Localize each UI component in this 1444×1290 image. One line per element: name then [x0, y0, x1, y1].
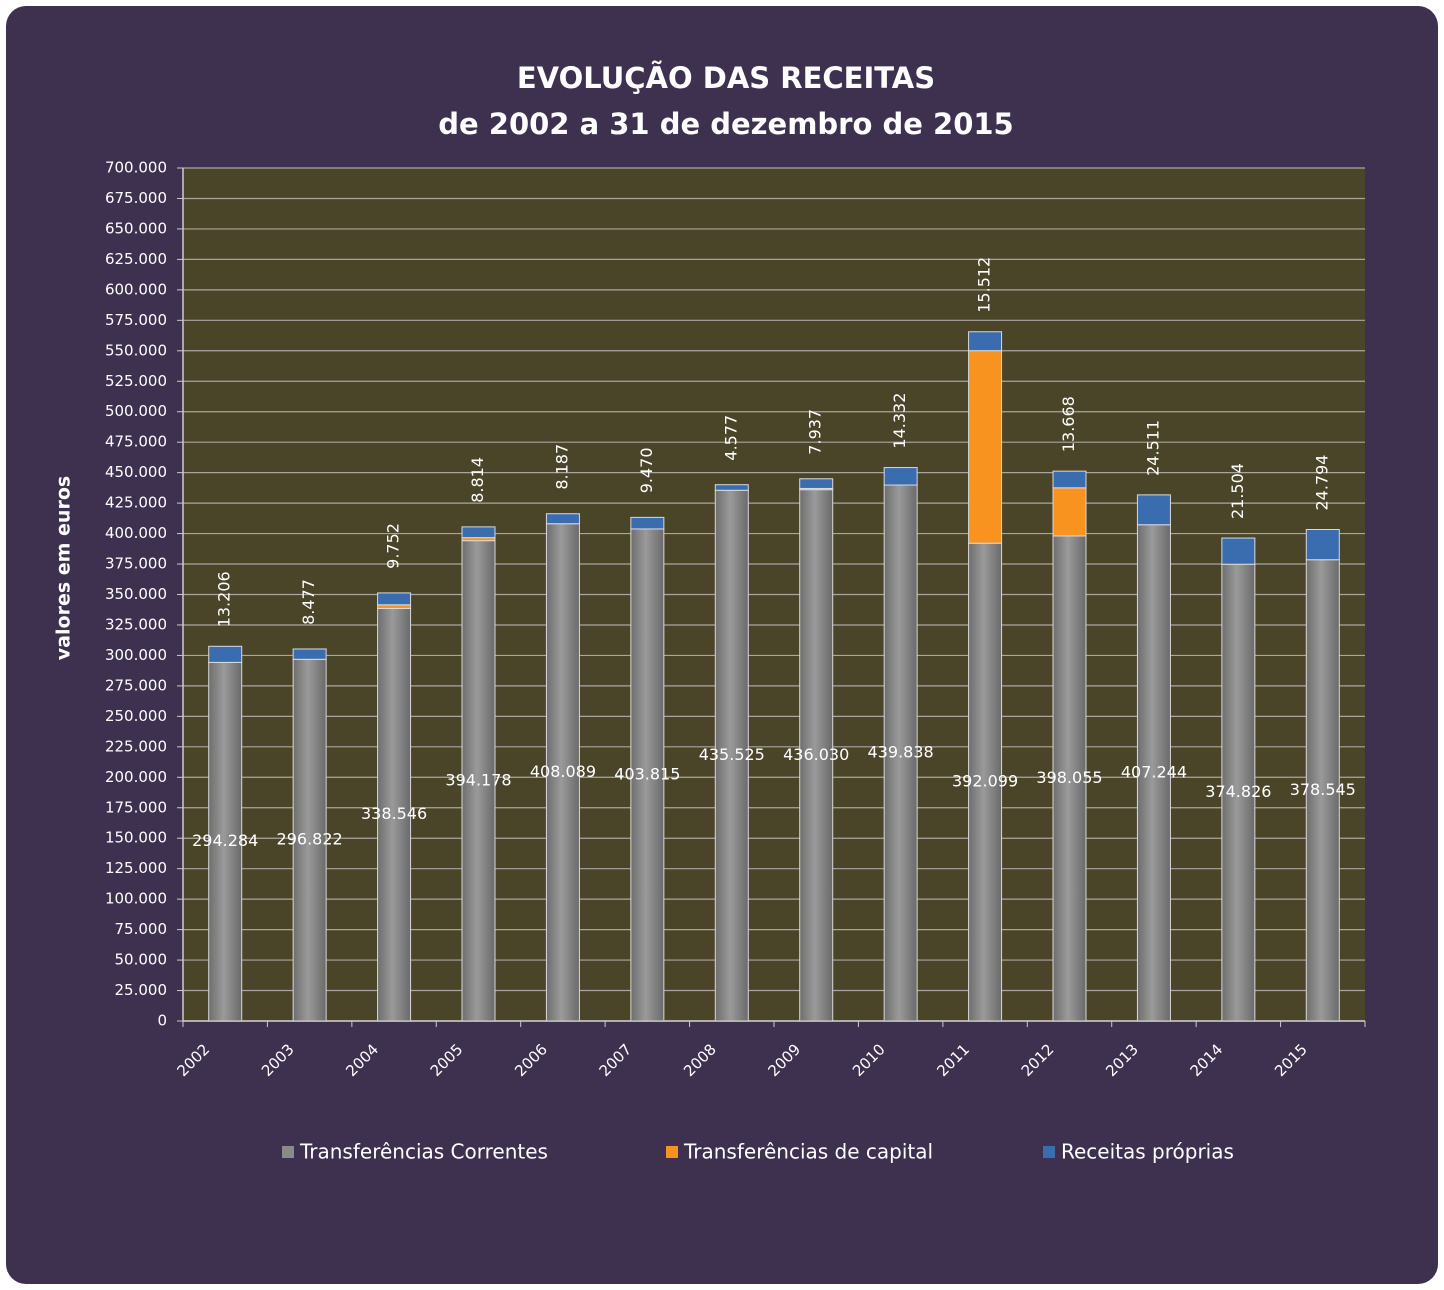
- data-label: 21.504: [1228, 463, 1247, 519]
- y-tick-label: 550.000: [105, 341, 167, 359]
- y-tick-label: 625.000: [105, 250, 167, 268]
- data-label: 9.752: [384, 523, 403, 569]
- bar-segment: [461, 540, 496, 1022]
- data-label: 439.838: [868, 743, 934, 762]
- bar-segment: [883, 484, 918, 1022]
- y-tick-label: 0: [157, 1012, 167, 1030]
- y-tick-label: 375.000: [105, 555, 167, 573]
- y-tick-label: 700.000: [105, 159, 167, 177]
- y-tick-label: 25.000: [115, 981, 168, 999]
- bar-segment: [1052, 535, 1087, 1022]
- data-label: 294.284: [192, 831, 258, 850]
- bar-segment: [714, 484, 749, 491]
- data-label: 407.244: [1121, 762, 1187, 781]
- bar-segment: [292, 648, 327, 660]
- bar-segment: [461, 526, 496, 539]
- data-label: 338.546: [361, 804, 427, 823]
- bar-segment: [714, 489, 749, 1022]
- bar-segment: [630, 516, 665, 530]
- y-tick-label: 675.000: [105, 189, 167, 207]
- data-label: 378.545: [1290, 780, 1356, 799]
- data-label: 24.794: [1312, 455, 1331, 511]
- bar-segment: [1136, 524, 1171, 1022]
- data-label: 398.055: [1036, 768, 1102, 787]
- data-label: 8.477: [299, 579, 318, 625]
- data-label: 374.826: [1205, 782, 1271, 801]
- bar-segment: [799, 478, 834, 489]
- chart-title: EVOLUÇÃO DAS RECEITAS: [517, 61, 935, 95]
- bar-segment: [377, 604, 412, 609]
- data-label: 296.822: [277, 830, 343, 849]
- y-tick-label: 275.000: [105, 676, 167, 694]
- y-tick-label: 75.000: [115, 920, 168, 938]
- bar-segment: [208, 661, 243, 1022]
- chart-subtitle: de 2002 a 31 de dezembro de 2015: [438, 107, 1013, 141]
- y-axis-label: valores em euros: [53, 476, 75, 660]
- y-tick-label: 150.000: [105, 829, 167, 847]
- bar-segment: [968, 350, 1003, 544]
- data-label: 4.577: [721, 415, 740, 461]
- data-label: 14.332: [890, 393, 909, 449]
- y-tick-label: 350.000: [105, 585, 167, 603]
- data-label: 394.178: [445, 770, 511, 789]
- y-tick-label: 50.000: [115, 951, 168, 969]
- bar-segment: [208, 645, 243, 663]
- data-label: 8.187: [552, 444, 571, 490]
- y-tick-label: 650.000: [105, 219, 167, 237]
- data-label: 8.814: [468, 457, 487, 503]
- legend-label: Transferências Correntes: [299, 1140, 548, 1164]
- data-label: 9.470: [637, 447, 656, 493]
- data-label: 13.206: [215, 571, 234, 627]
- data-label: 435.525: [699, 745, 765, 764]
- data-label: 403.815: [614, 764, 680, 783]
- legend-label: Receitas próprias: [1061, 1140, 1234, 1164]
- bar-segment: [1136, 494, 1171, 526]
- y-tick-label: 100.000: [105, 890, 167, 908]
- legend-swatch: [282, 1146, 294, 1158]
- bar-segment: [1221, 563, 1256, 1022]
- bar-segment: [968, 542, 1003, 1022]
- plot: 0 25.000 50.000 75.000 100.000 125.000 150.000…: [105, 159, 1366, 1164]
- y-tick-label: 325.000: [105, 615, 167, 633]
- y-tick-label: 225.000: [105, 737, 167, 755]
- legend-swatch: [666, 1146, 678, 1158]
- data-label: 24.511: [1143, 420, 1162, 476]
- y-tick-label: 250.000: [105, 707, 167, 725]
- y-tick-label: 450.000: [105, 463, 167, 481]
- y-tick-label: 200.000: [105, 768, 167, 786]
- y-tick-label: 425.000: [105, 494, 167, 512]
- bar-segment: [1221, 537, 1256, 565]
- bar-segment: [883, 467, 918, 486]
- bar-segment: [630, 528, 665, 1022]
- data-label: 7.937: [806, 409, 825, 455]
- data-label: 436.030: [783, 745, 849, 764]
- y-tick-label: 575.000: [105, 311, 167, 329]
- y-tick-label: 175.000: [105, 798, 167, 816]
- data-label: 15.512: [975, 257, 994, 313]
- y-tick-label: 300.000: [105, 646, 167, 664]
- y-tick-label: 400.000: [105, 524, 167, 542]
- y-tick-label: 525.000: [105, 372, 167, 390]
- bar-segment: [377, 607, 412, 1022]
- y-tick-label: 125.000: [105, 859, 167, 877]
- bar-segment: [545, 513, 580, 525]
- data-label: 392.099: [952, 772, 1018, 791]
- legend-label: Transferências de capital: [683, 1140, 933, 1164]
- bar-segment: [1052, 470, 1087, 489]
- bar-segment: [1305, 529, 1340, 561]
- y-tick-label: 475.000: [105, 433, 167, 451]
- y-tick-label: 600.000: [105, 280, 167, 298]
- legend-swatch: [1043, 1146, 1055, 1158]
- data-label: 13.668: [1059, 396, 1078, 452]
- y-tick-label: 500.000: [105, 402, 167, 420]
- bar-segment: [1052, 487, 1087, 537]
- bar-segment: [377, 592, 412, 606]
- data-label: 408.089: [530, 762, 596, 781]
- bar-segment: [968, 331, 1003, 352]
